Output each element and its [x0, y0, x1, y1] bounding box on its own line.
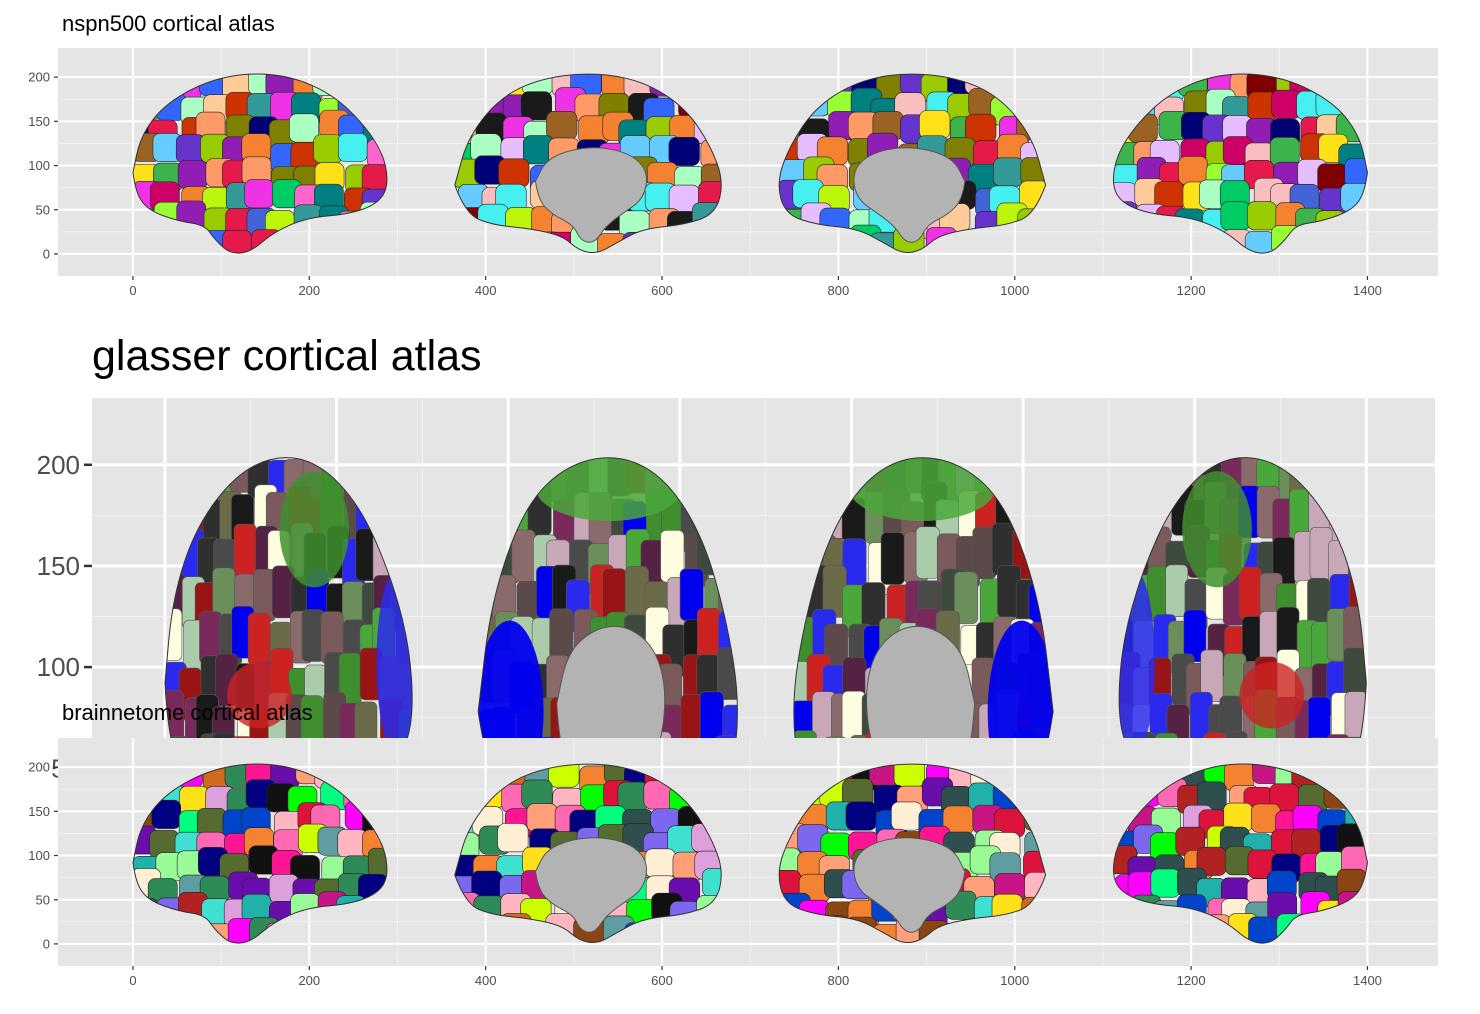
- x-tick-label: 0: [129, 973, 136, 988]
- parcel: [227, 662, 292, 729]
- parcel: [992, 157, 1025, 187]
- y-tick-label: 100: [37, 652, 80, 682]
- parcel: [546, 110, 578, 140]
- parcel: [668, 137, 700, 166]
- parcel: [845, 801, 877, 831]
- panel-title: glasser cortical atlas: [92, 332, 482, 380]
- parcel: [880, 532, 905, 585]
- x-tick-label: 600: [651, 973, 673, 988]
- y-tick-label: 50: [36, 892, 50, 907]
- parcel: [915, 526, 940, 579]
- y-tick-label: 200: [37, 450, 80, 480]
- x-tick-label: 1000: [1000, 283, 1029, 298]
- parcel: [511, 529, 536, 583]
- medial-wall: [534, 837, 648, 933]
- parcel: [337, 133, 368, 162]
- x-tick-label: 1000: [1000, 973, 1029, 988]
- brain-outline: [1112, 763, 1368, 944]
- x-tick-label: 400: [475, 283, 497, 298]
- x-tick-label: 1200: [1177, 283, 1206, 298]
- parcel: [289, 113, 319, 143]
- parcel: [919, 110, 951, 140]
- panel-nspn500: nspn500 cortical atlas 0 50 100 150 200 0 200 4…: [0, 0, 1480, 300]
- brain-outline: [132, 763, 388, 944]
- x-tick-label: 1400: [1353, 973, 1382, 988]
- axes: 0 50 100 150 200 0 200 400 600 800 1000 1200 1400: [28, 760, 1382, 988]
- parcel: [233, 523, 257, 577]
- y-tick-label: 150: [28, 804, 50, 819]
- x-tick-label: 200: [298, 973, 320, 988]
- parcel: [244, 179, 275, 209]
- brain-outline: [778, 73, 1047, 254]
- axes: 0 50 100 150 200 0 200 400 600 800 1000 1200 1400: [28, 70, 1382, 298]
- y-tick-label: 100: [28, 158, 50, 173]
- y-tick-label: 0: [43, 936, 50, 951]
- panel-title: nspn500 cortical atlas: [62, 11, 275, 36]
- parcel: [644, 848, 676, 878]
- parcel: [1220, 201, 1251, 231]
- parcel: [1239, 662, 1305, 729]
- medial-wall: [853, 147, 966, 243]
- parcel: [953, 571, 978, 624]
- brain-outline: [454, 73, 722, 254]
- panel-brainnetome: brainnetome cortical atlas 0 50 100 150 200 0…: [0, 690, 1480, 1014]
- y-tick-label: 50: [36, 202, 50, 217]
- parcel: [848, 457, 996, 522]
- y-tick-label: 200: [28, 760, 50, 775]
- panel-title: brainnetome cortical atlas: [62, 700, 313, 725]
- parcel: [1150, 868, 1181, 898]
- panel-glasser: glasser cortical atlas 05010015020002004…: [0, 300, 1480, 962]
- medial-wall: [853, 837, 966, 933]
- x-tick-label: 800: [828, 973, 850, 988]
- brain-outline: [1112, 73, 1368, 254]
- parcel: [497, 823, 529, 853]
- brain-outline: [778, 763, 1047, 944]
- x-tick-label: 1200: [1177, 973, 1206, 988]
- parcel: [891, 801, 923, 831]
- parcel: [1182, 471, 1252, 588]
- x-tick-label: 200: [298, 283, 320, 298]
- x-tick-label: 0: [129, 283, 136, 298]
- y-tick-label: 150: [28, 114, 50, 129]
- y-tick-label: 100: [28, 848, 50, 863]
- y-tick-label: 0: [43, 246, 50, 261]
- chart-brainnetome: 0 50 100 150 200 0 200 400 600 800 1000 1200 1400: [28, 738, 1438, 988]
- parcel: [1183, 609, 1207, 663]
- parcel: [526, 803, 558, 833]
- parcel: [549, 608, 574, 661]
- parcel: [1238, 566, 1262, 620]
- x-tick-label: 1400: [1353, 283, 1382, 298]
- y-tick-label: 200: [28, 70, 50, 85]
- brain-outline: [132, 73, 388, 254]
- brain-outline: [454, 763, 722, 944]
- parcel: [1165, 564, 1189, 618]
- parcel: [279, 471, 350, 588]
- y-tick-label: 150: [37, 551, 80, 581]
- parcel: [520, 91, 553, 121]
- x-tick-label: 400: [475, 973, 497, 988]
- parcel: [177, 160, 208, 189]
- x-tick-label: 600: [651, 283, 673, 298]
- parcel: [498, 158, 530, 188]
- x-tick-label: 800: [828, 283, 850, 298]
- parcel: [247, 612, 271, 666]
- parcel: [1247, 201, 1277, 231]
- chart-nspn500: 0 50 100 150 200 0 200 400 600 800 1000 1200 1400: [28, 48, 1438, 298]
- parcel: [535, 457, 683, 522]
- medial-wall: [534, 147, 648, 243]
- parcel: [1269, 136, 1300, 166]
